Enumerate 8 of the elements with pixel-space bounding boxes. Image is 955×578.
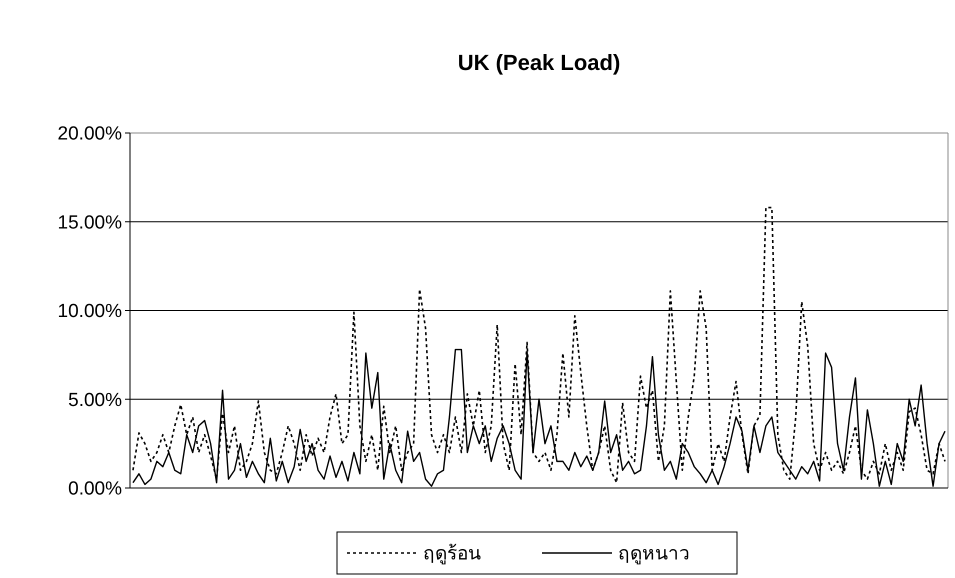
legend-label: ฤดูร้อน (423, 544, 481, 565)
y-tick-label: 15.00% (58, 212, 122, 234)
chart-title: UK (Peak Load) (458, 50, 620, 75)
legend-label: ฤดูหนาว (618, 544, 690, 565)
y-tick-label: 0.00% (68, 478, 122, 500)
y-tick-label: 5.00% (68, 390, 122, 411)
y-tick-label: 10.00% (58, 301, 122, 322)
y-tick-label: 20.00% (58, 124, 122, 145)
